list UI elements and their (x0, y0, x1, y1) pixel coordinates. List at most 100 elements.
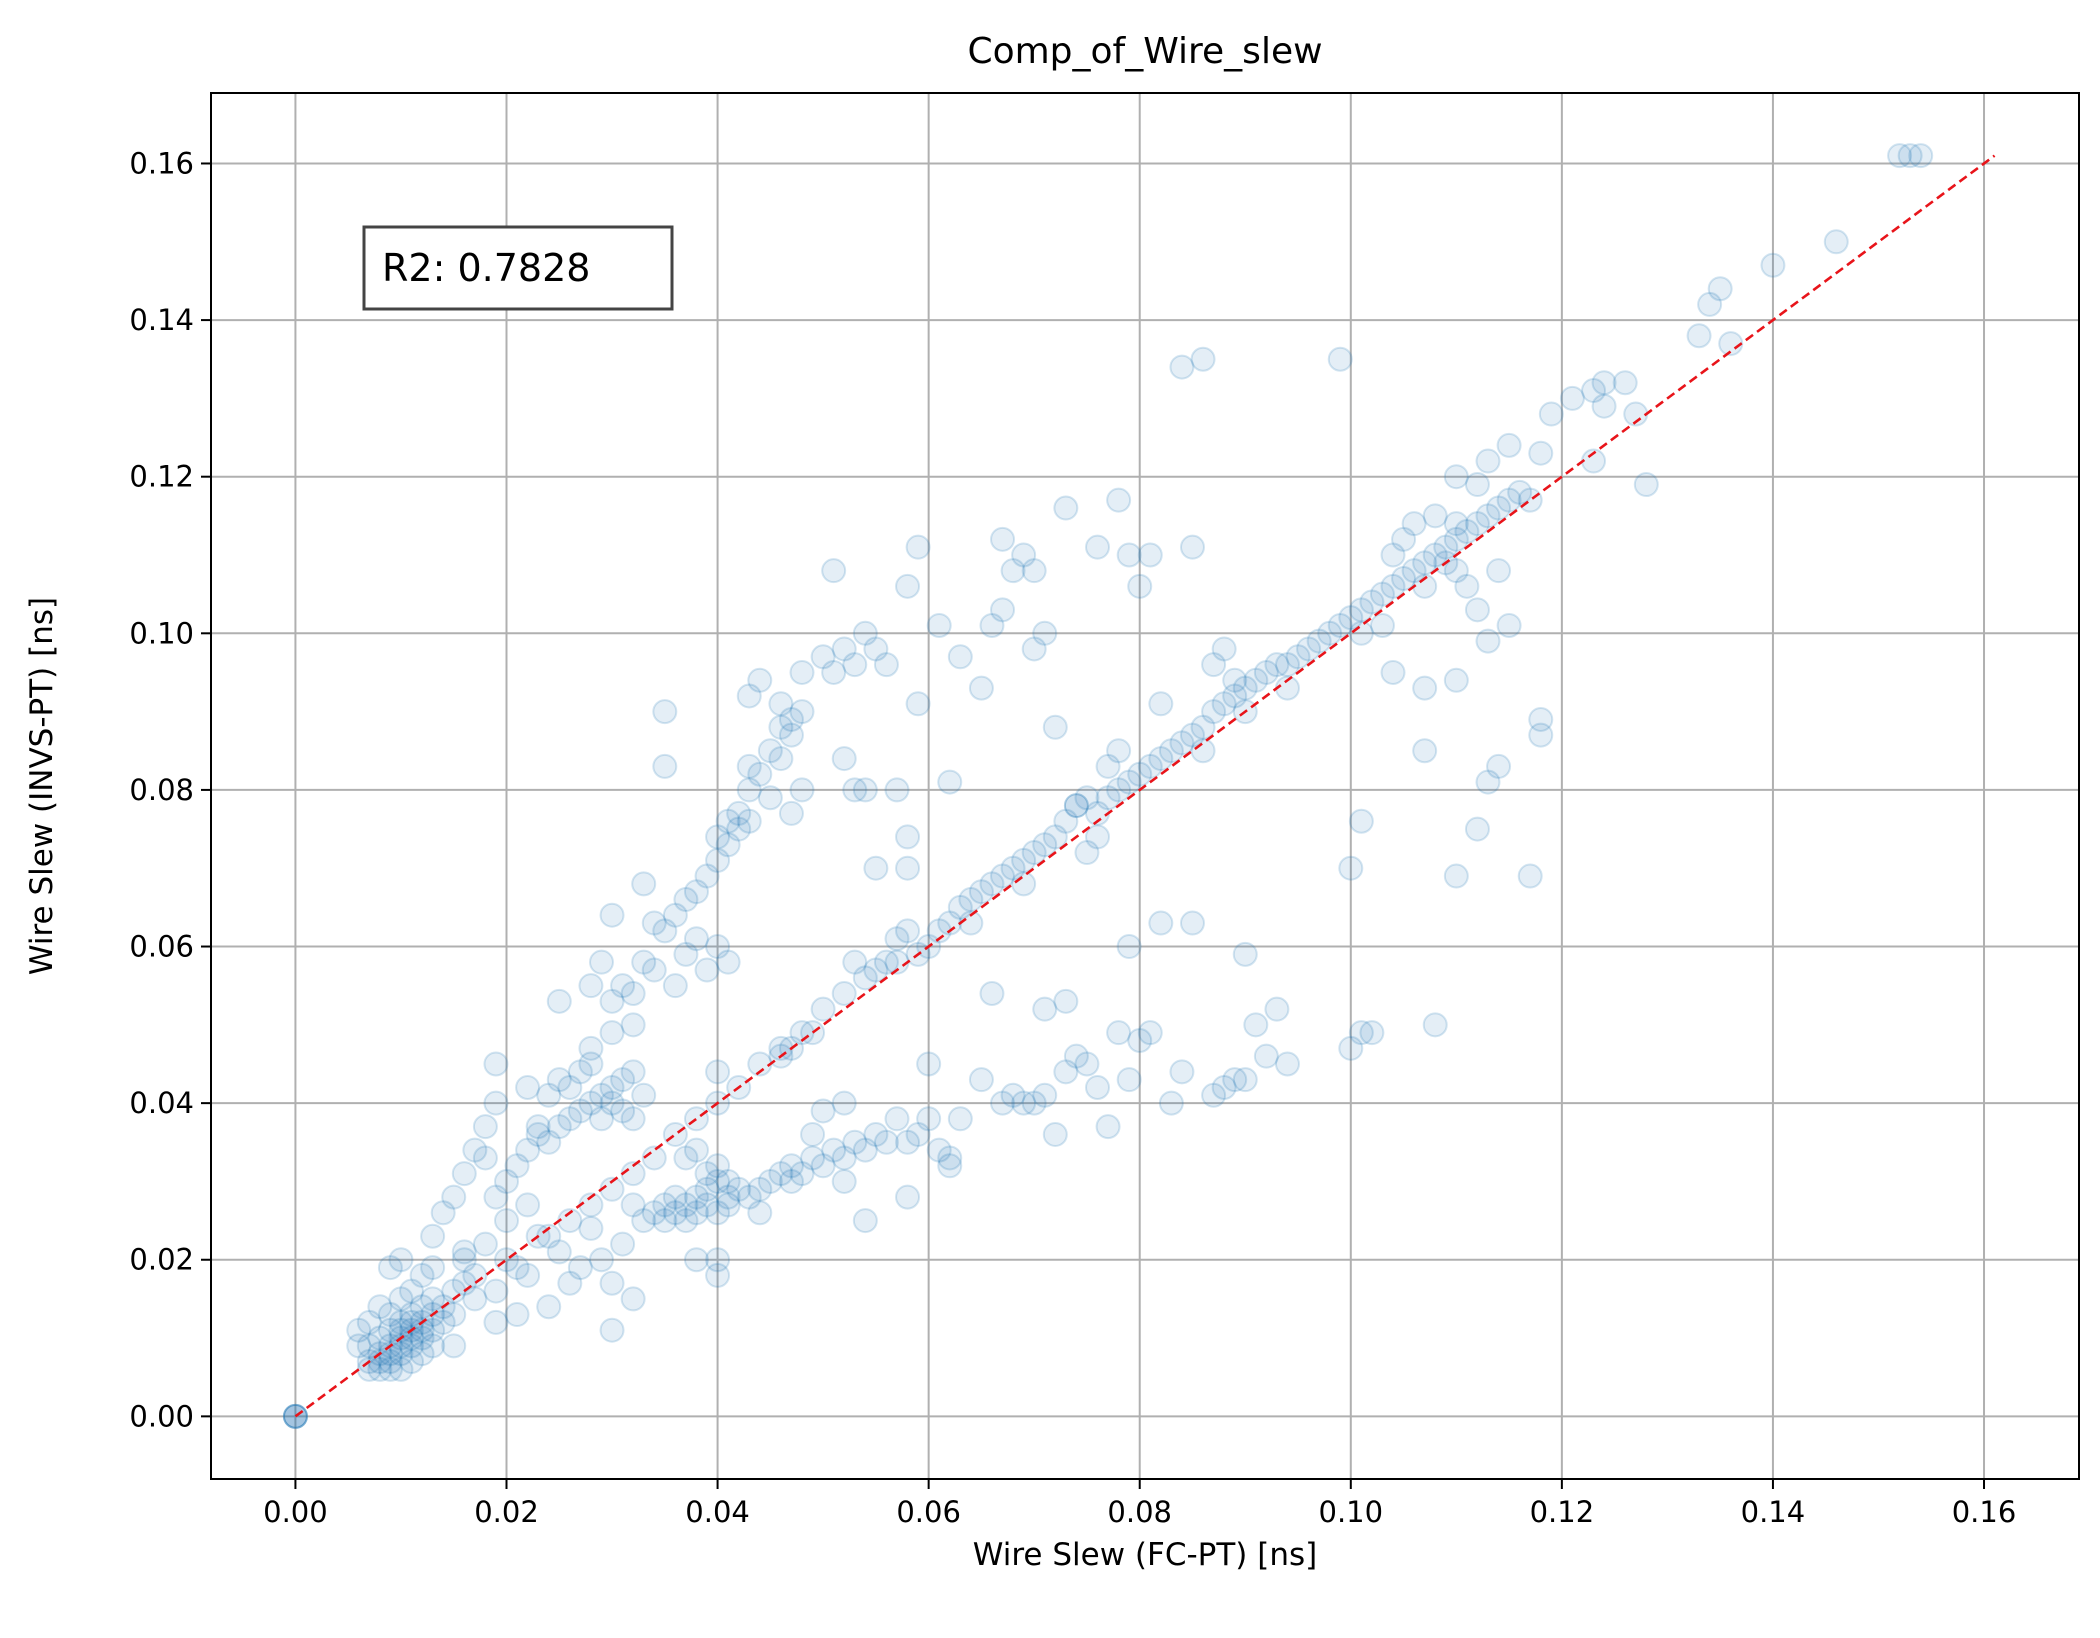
data-point (1475, 769, 1501, 795)
data-point (715, 949, 741, 975)
data-point (1085, 534, 1111, 560)
data-point (472, 1114, 498, 1140)
data-point (1053, 495, 1079, 521)
data-point (1760, 252, 1786, 278)
data-point (705, 1262, 731, 1288)
data-point (1464, 816, 1490, 842)
data-point (610, 1098, 636, 1124)
data-point (599, 1090, 625, 1116)
data-point (494, 1168, 520, 1194)
data-point (1032, 1082, 1058, 1108)
data-point (1211, 1074, 1237, 1100)
data-point (451, 1247, 477, 1273)
data-point (747, 1200, 773, 1226)
data-point (715, 832, 741, 858)
data-point (1464, 597, 1490, 623)
data-point (705, 824, 731, 850)
data-point (810, 996, 836, 1022)
data-point (1412, 738, 1438, 764)
data-point (926, 1137, 952, 1163)
data-point (1422, 503, 1448, 529)
data-point (800, 1121, 826, 1147)
data-point (1106, 1020, 1132, 1046)
data-point (683, 926, 709, 952)
data-point (1496, 487, 1522, 513)
data-point (1179, 722, 1205, 748)
data-point (726, 1176, 752, 1202)
data-point (588, 1247, 614, 1273)
data-point (1063, 1043, 1089, 1069)
data-point (1232, 1067, 1258, 1093)
data-point (747, 667, 773, 693)
data-point (641, 957, 667, 983)
data-point (947, 644, 973, 670)
data-point (831, 981, 857, 1007)
data-point (705, 847, 731, 873)
data-point (852, 965, 878, 991)
data-point (557, 1106, 583, 1132)
data-point (831, 1145, 857, 1171)
data-point (768, 1161, 794, 1187)
data-point (1348, 597, 1374, 623)
data-point (1190, 346, 1216, 372)
data-point (863, 855, 889, 881)
data-point (852, 777, 878, 803)
data-point (831, 1168, 857, 1194)
data-point (662, 973, 688, 999)
data-point (588, 1106, 614, 1132)
data-point (863, 636, 889, 662)
y-tick-label: 0.08 (129, 773, 194, 807)
data-point (968, 1067, 994, 1093)
data-point (736, 808, 762, 834)
data-point (1274, 1051, 1300, 1077)
data-point (831, 636, 857, 662)
data-point (399, 1302, 425, 1328)
data-point (430, 1309, 456, 1335)
data-point (1106, 487, 1132, 513)
data-point (1222, 1067, 1248, 1093)
data-point (420, 1255, 446, 1281)
data-point (641, 910, 667, 936)
data-point (1380, 542, 1406, 568)
data-point (1528, 706, 1554, 732)
data-point (1000, 1082, 1026, 1108)
data-point (715, 1192, 741, 1218)
data-point (1053, 988, 1079, 1014)
data-point (905, 534, 931, 560)
data-point (1443, 558, 1469, 584)
data-point (1106, 738, 1132, 764)
data-point (1042, 1121, 1068, 1147)
data-point (800, 1145, 826, 1171)
data-point (662, 902, 688, 928)
data-point (588, 949, 614, 975)
data-point (1559, 385, 1585, 411)
data-point (778, 800, 804, 826)
data-point (937, 1153, 963, 1179)
data-point (546, 1114, 572, 1140)
data-point (494, 1208, 520, 1234)
data-point (937, 769, 963, 795)
data-point (778, 706, 804, 732)
data-point (1454, 519, 1480, 545)
data-point (599, 988, 625, 1014)
data-point (715, 1168, 741, 1194)
data-point (895, 1129, 921, 1155)
data-point (462, 1262, 488, 1288)
data-point (884, 1106, 910, 1132)
data-point (705, 934, 731, 960)
data-point (1412, 675, 1438, 701)
data-point (1011, 847, 1037, 873)
data-point (1127, 1027, 1153, 1053)
data-point (1718, 331, 1744, 357)
data-point (1148, 691, 1174, 717)
data-point (1137, 1020, 1163, 1046)
data-point (683, 1200, 709, 1226)
data-point (599, 1074, 625, 1100)
axis-ticks: 0.00 0.02 0.04 0.06 0.08 0.10 0.12 0.14 0.16 0.00… (129, 146, 2016, 1529)
data-point (1148, 910, 1174, 936)
data-point (705, 1153, 731, 1179)
data-point (451, 1161, 477, 1187)
data-point (1264, 652, 1290, 678)
x-tick-label: 0.00 (263, 1495, 328, 1529)
